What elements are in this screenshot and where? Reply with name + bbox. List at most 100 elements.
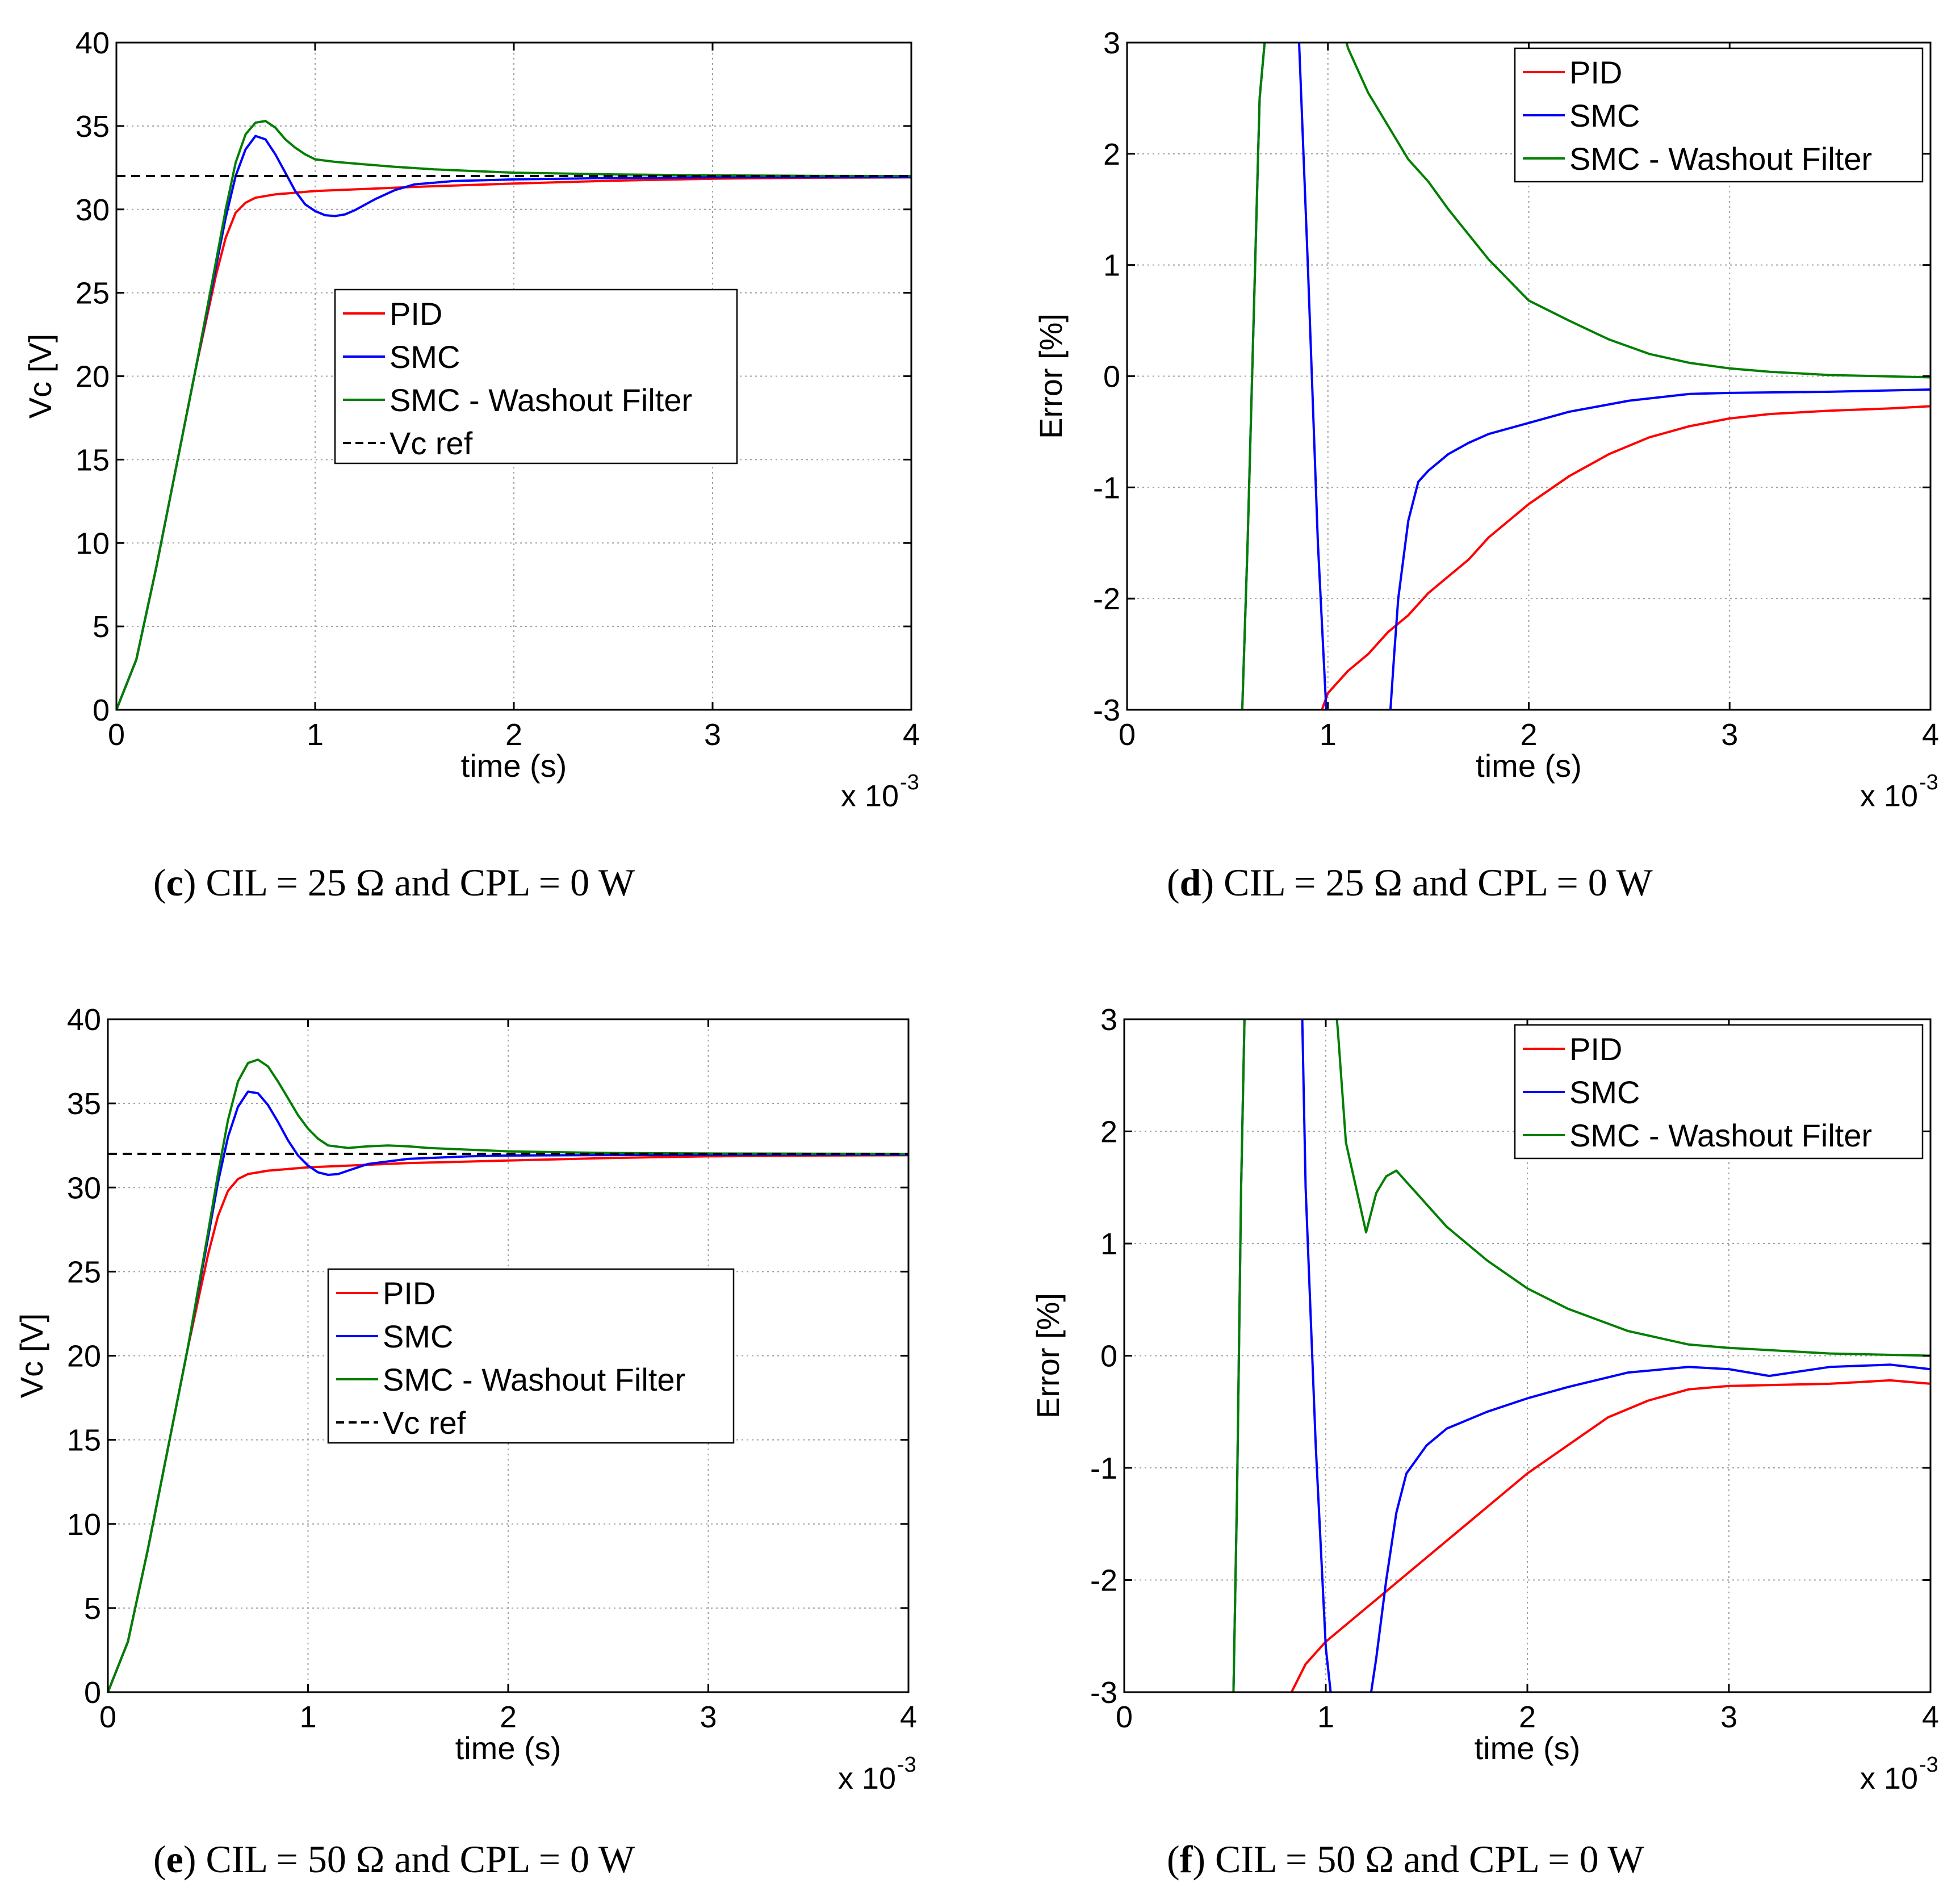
legend: PID SMC SMC - Washout Filter xyxy=(1514,47,1924,183)
x-axis-label: time (s) xyxy=(1476,748,1582,784)
y-tick-label: 5 xyxy=(84,1592,101,1626)
series-line-smc xyxy=(1241,43,1930,710)
x-axis-label: time (s) xyxy=(461,748,567,784)
x-tick-label: 2 xyxy=(500,1700,517,1734)
y-tick-label: 2 xyxy=(1103,137,1120,171)
x-tick-label: 3 xyxy=(1721,718,1738,752)
x-multiplier-label: x 10 xyxy=(1860,779,1918,813)
series-line-smc xyxy=(1232,1019,1930,1692)
legend: PID SMC SMC - Washout Filter Vc ref xyxy=(334,288,738,464)
series-line-smc-washout-filter xyxy=(108,1058,908,1692)
caption-f: (f) CIL = 50 Ω and CPL = 0 W xyxy=(1167,1838,1644,1881)
y-tick-label: -2 xyxy=(1093,582,1120,616)
legend-box xyxy=(334,288,738,464)
series-line-pid xyxy=(1290,1379,1930,1692)
x-multiplier-exponent: -3 xyxy=(1919,1753,1938,1777)
caption-c: (c) CIL = 25 Ω and CPL = 0 W xyxy=(153,861,635,904)
y-tick-label: 20 xyxy=(67,1340,101,1374)
y-axis-label: Error [%] xyxy=(1030,1293,1066,1418)
x-tick-label: 3 xyxy=(1720,1700,1737,1734)
x-tick-label: 4 xyxy=(900,1700,917,1734)
y-tick-label: -1 xyxy=(1093,471,1120,505)
y-tick-label: 15 xyxy=(67,1424,101,1458)
legend: PID SMC SMC - Washout Filter Vc ref xyxy=(327,1268,735,1444)
y-tick-label: 15 xyxy=(76,443,110,477)
x-tick-label: 3 xyxy=(704,718,721,752)
x-tick-label: 4 xyxy=(1922,718,1939,752)
y-tick-label: 3 xyxy=(1103,26,1120,60)
legend-label: SMC xyxy=(383,1319,453,1354)
x-tick-label: 4 xyxy=(903,718,920,752)
x-tick-label: 0 xyxy=(99,1700,116,1734)
x-tick-label: 1 xyxy=(1320,718,1337,752)
y-tick-label: 40 xyxy=(67,1003,101,1037)
series-group xyxy=(1232,1019,1930,1692)
y-tick-label: -3 xyxy=(1093,693,1120,727)
series-group xyxy=(108,1058,908,1692)
legend-box xyxy=(1514,1024,1924,1160)
series-line-smc-washout-filter xyxy=(116,120,911,710)
y-axis-label: Error [%] xyxy=(1033,313,1069,439)
legend-label: Vc ref xyxy=(390,425,473,461)
y-tick-label: 20 xyxy=(76,360,110,394)
caption-d: (d) CIL = 25 Ω and CPL = 0 W xyxy=(1167,861,1653,904)
y-tick-label: 35 xyxy=(76,110,110,144)
legend: PID SMC SMC - Washout Filter xyxy=(1514,1024,1924,1160)
x-tick-label: 0 xyxy=(108,718,125,752)
y-tick-label: 25 xyxy=(76,277,110,311)
x-axis-label: time (s) xyxy=(455,1730,562,1766)
series-group xyxy=(1241,43,1930,710)
x-multiplier-exponent: -3 xyxy=(1919,771,1938,794)
y-tick-label: 10 xyxy=(67,1508,101,1542)
y-tick-label: 40 xyxy=(76,26,110,60)
x-tick-label: 1 xyxy=(1317,1700,1334,1734)
x-tick-label: 2 xyxy=(1520,718,1537,752)
x-tick-label: 4 xyxy=(1922,1700,1939,1734)
x-multiplier-label: x 10 xyxy=(841,779,899,813)
y-tick-label: 0 xyxy=(93,693,110,727)
y-axis-label: Vc [V] xyxy=(22,334,58,418)
legend-label: SMC xyxy=(390,339,460,375)
legend-label: SMC - Washout Filter xyxy=(383,1362,685,1397)
y-tick-label: 35 xyxy=(67,1087,101,1121)
legend-label: SMC - Washout Filter xyxy=(1569,141,1872,177)
x-tick-label: 2 xyxy=(1519,1700,1536,1734)
legend-box xyxy=(327,1268,735,1444)
y-tick-label: 25 xyxy=(67,1255,101,1289)
legend-label: Vc ref xyxy=(383,1405,466,1441)
series-group xyxy=(116,120,911,710)
series-line-smc-washout-filter xyxy=(1241,43,1930,710)
x-tick-label: 2 xyxy=(505,718,522,752)
x-tick-label: 1 xyxy=(307,718,324,752)
legend-label: SMC - Washout Filter xyxy=(390,382,692,418)
x-tick-label: 0 xyxy=(1116,1700,1133,1734)
y-tick-label: 10 xyxy=(76,526,110,560)
series-line-smc-washout-filter xyxy=(1232,1019,1930,1692)
y-tick-label: 3 xyxy=(1100,1003,1117,1037)
y-tick-label: 30 xyxy=(76,193,110,227)
y-tick-label: -3 xyxy=(1090,1676,1117,1710)
x-multiplier-label: x 10 xyxy=(838,1761,896,1795)
legend-label: PID xyxy=(1569,1031,1622,1067)
x-tick-label: 3 xyxy=(700,1700,717,1734)
y-tick-label: 0 xyxy=(1103,360,1120,394)
y-tick-label: 1 xyxy=(1103,249,1120,283)
y-tick-label: 1 xyxy=(1100,1227,1117,1261)
series-line-pid xyxy=(1321,405,1930,710)
legend-label: SMC xyxy=(1569,1074,1640,1110)
y-tick-label: 30 xyxy=(67,1171,101,1205)
y-tick-label: 0 xyxy=(1100,1340,1117,1374)
y-tick-label: 2 xyxy=(1100,1115,1117,1149)
y-tick-label: -2 xyxy=(1090,1564,1117,1598)
y-tick-label: -1 xyxy=(1090,1451,1117,1485)
x-tick-label: 1 xyxy=(299,1700,316,1734)
caption-e: (e) CIL = 50 Ω and CPL = 0 W xyxy=(153,1838,635,1881)
legend-label: SMC xyxy=(1569,98,1640,133)
x-multiplier-exponent: -3 xyxy=(900,771,919,794)
legend-label: PID xyxy=(390,296,442,332)
x-tick-label: 0 xyxy=(1119,718,1136,752)
